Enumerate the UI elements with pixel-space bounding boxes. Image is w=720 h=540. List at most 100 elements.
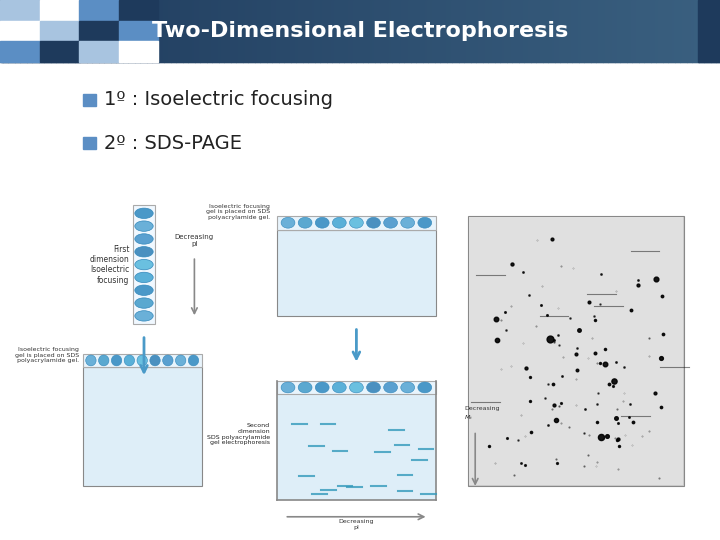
Bar: [355, 0, 359, 62]
Bar: [185, 0, 189, 62]
Ellipse shape: [333, 382, 346, 393]
Bar: [449, 0, 453, 62]
Bar: [223, 0, 227, 62]
Bar: [703, 0, 707, 62]
Ellipse shape: [86, 355, 96, 366]
Ellipse shape: [315, 218, 329, 228]
Bar: [202, 0, 205, 62]
Bar: [290, 0, 294, 62]
Text: Two-Dimensional Electrophoresis: Two-Dimensional Electrophoresis: [152, 21, 568, 41]
Bar: [43, 0, 47, 62]
Bar: [441, 0, 446, 62]
Bar: [648, 0, 652, 62]
Ellipse shape: [298, 382, 312, 393]
Bar: [199, 0, 203, 62]
Bar: [432, 0, 436, 62]
Bar: [230, 0, 234, 62]
Bar: [228, 0, 232, 62]
Bar: [341, 0, 345, 62]
Bar: [595, 0, 599, 62]
Bar: [40, 21, 79, 42]
Bar: [133, 205, 155, 324]
Bar: [329, 0, 333, 62]
Bar: [63, 0, 66, 62]
Bar: [142, 0, 145, 62]
Bar: [665, 0, 669, 62]
Bar: [7, 0, 11, 62]
Bar: [469, 217, 683, 485]
Bar: [629, 0, 633, 62]
Ellipse shape: [135, 310, 153, 321]
Bar: [139, 0, 143, 62]
Ellipse shape: [349, 382, 364, 393]
Bar: [487, 0, 491, 62]
Bar: [513, 0, 518, 62]
Bar: [456, 0, 460, 62]
Bar: [655, 0, 659, 62]
Bar: [27, 0, 30, 62]
Ellipse shape: [135, 272, 153, 282]
Text: Isoelectric focusing
gel is placed on SDS
polyacrylamide gel.: Isoelectric focusing gel is placed on SD…: [206, 204, 270, 220]
Bar: [182, 0, 186, 62]
Ellipse shape: [315, 382, 329, 393]
Bar: [254, 0, 258, 62]
Bar: [382, 0, 385, 62]
Bar: [277, 230, 436, 316]
Bar: [509, 0, 513, 62]
Bar: [40, 0, 79, 21]
Text: Decreasing
pI: Decreasing pI: [338, 519, 374, 530]
Bar: [437, 0, 441, 62]
Bar: [523, 0, 527, 62]
Bar: [277, 381, 436, 500]
Bar: [389, 0, 392, 62]
Bar: [55, 0, 59, 62]
Bar: [297, 0, 302, 62]
Bar: [163, 0, 167, 62]
Bar: [477, 0, 482, 62]
Bar: [286, 0, 289, 62]
Bar: [189, 0, 194, 62]
Ellipse shape: [281, 382, 295, 393]
Bar: [369, 0, 374, 62]
Bar: [554, 0, 558, 62]
Bar: [576, 0, 580, 62]
Bar: [89, 0, 93, 62]
Bar: [502, 0, 505, 62]
Bar: [423, 0, 426, 62]
Bar: [22, 0, 25, 62]
Bar: [662, 0, 666, 62]
Text: Decreasing
$M_t$: Decreasing $M_t$: [464, 407, 500, 422]
Bar: [295, 0, 299, 62]
Bar: [29, 0, 32, 62]
Bar: [351, 0, 354, 62]
Bar: [353, 0, 356, 62]
Bar: [130, 0, 133, 62]
Bar: [711, 0, 714, 62]
Bar: [60, 0, 64, 62]
Bar: [343, 0, 347, 62]
Ellipse shape: [99, 355, 109, 366]
Bar: [398, 0, 402, 62]
Bar: [279, 0, 282, 62]
Bar: [571, 0, 575, 62]
Bar: [207, 0, 210, 62]
Bar: [79, 42, 119, 62]
Bar: [713, 0, 716, 62]
Bar: [0, 42, 40, 62]
Bar: [17, 0, 21, 62]
Ellipse shape: [281, 218, 295, 228]
Bar: [686, 0, 690, 62]
Bar: [132, 0, 136, 62]
Bar: [475, 0, 479, 62]
Bar: [5, 0, 9, 62]
Bar: [698, 0, 702, 62]
Bar: [605, 0, 608, 62]
Bar: [31, 0, 35, 62]
Bar: [218, 0, 222, 62]
Bar: [650, 0, 654, 62]
Ellipse shape: [135, 247, 153, 257]
Bar: [639, 0, 642, 62]
Bar: [34, 0, 37, 62]
Bar: [590, 0, 594, 62]
Bar: [410, 0, 414, 62]
